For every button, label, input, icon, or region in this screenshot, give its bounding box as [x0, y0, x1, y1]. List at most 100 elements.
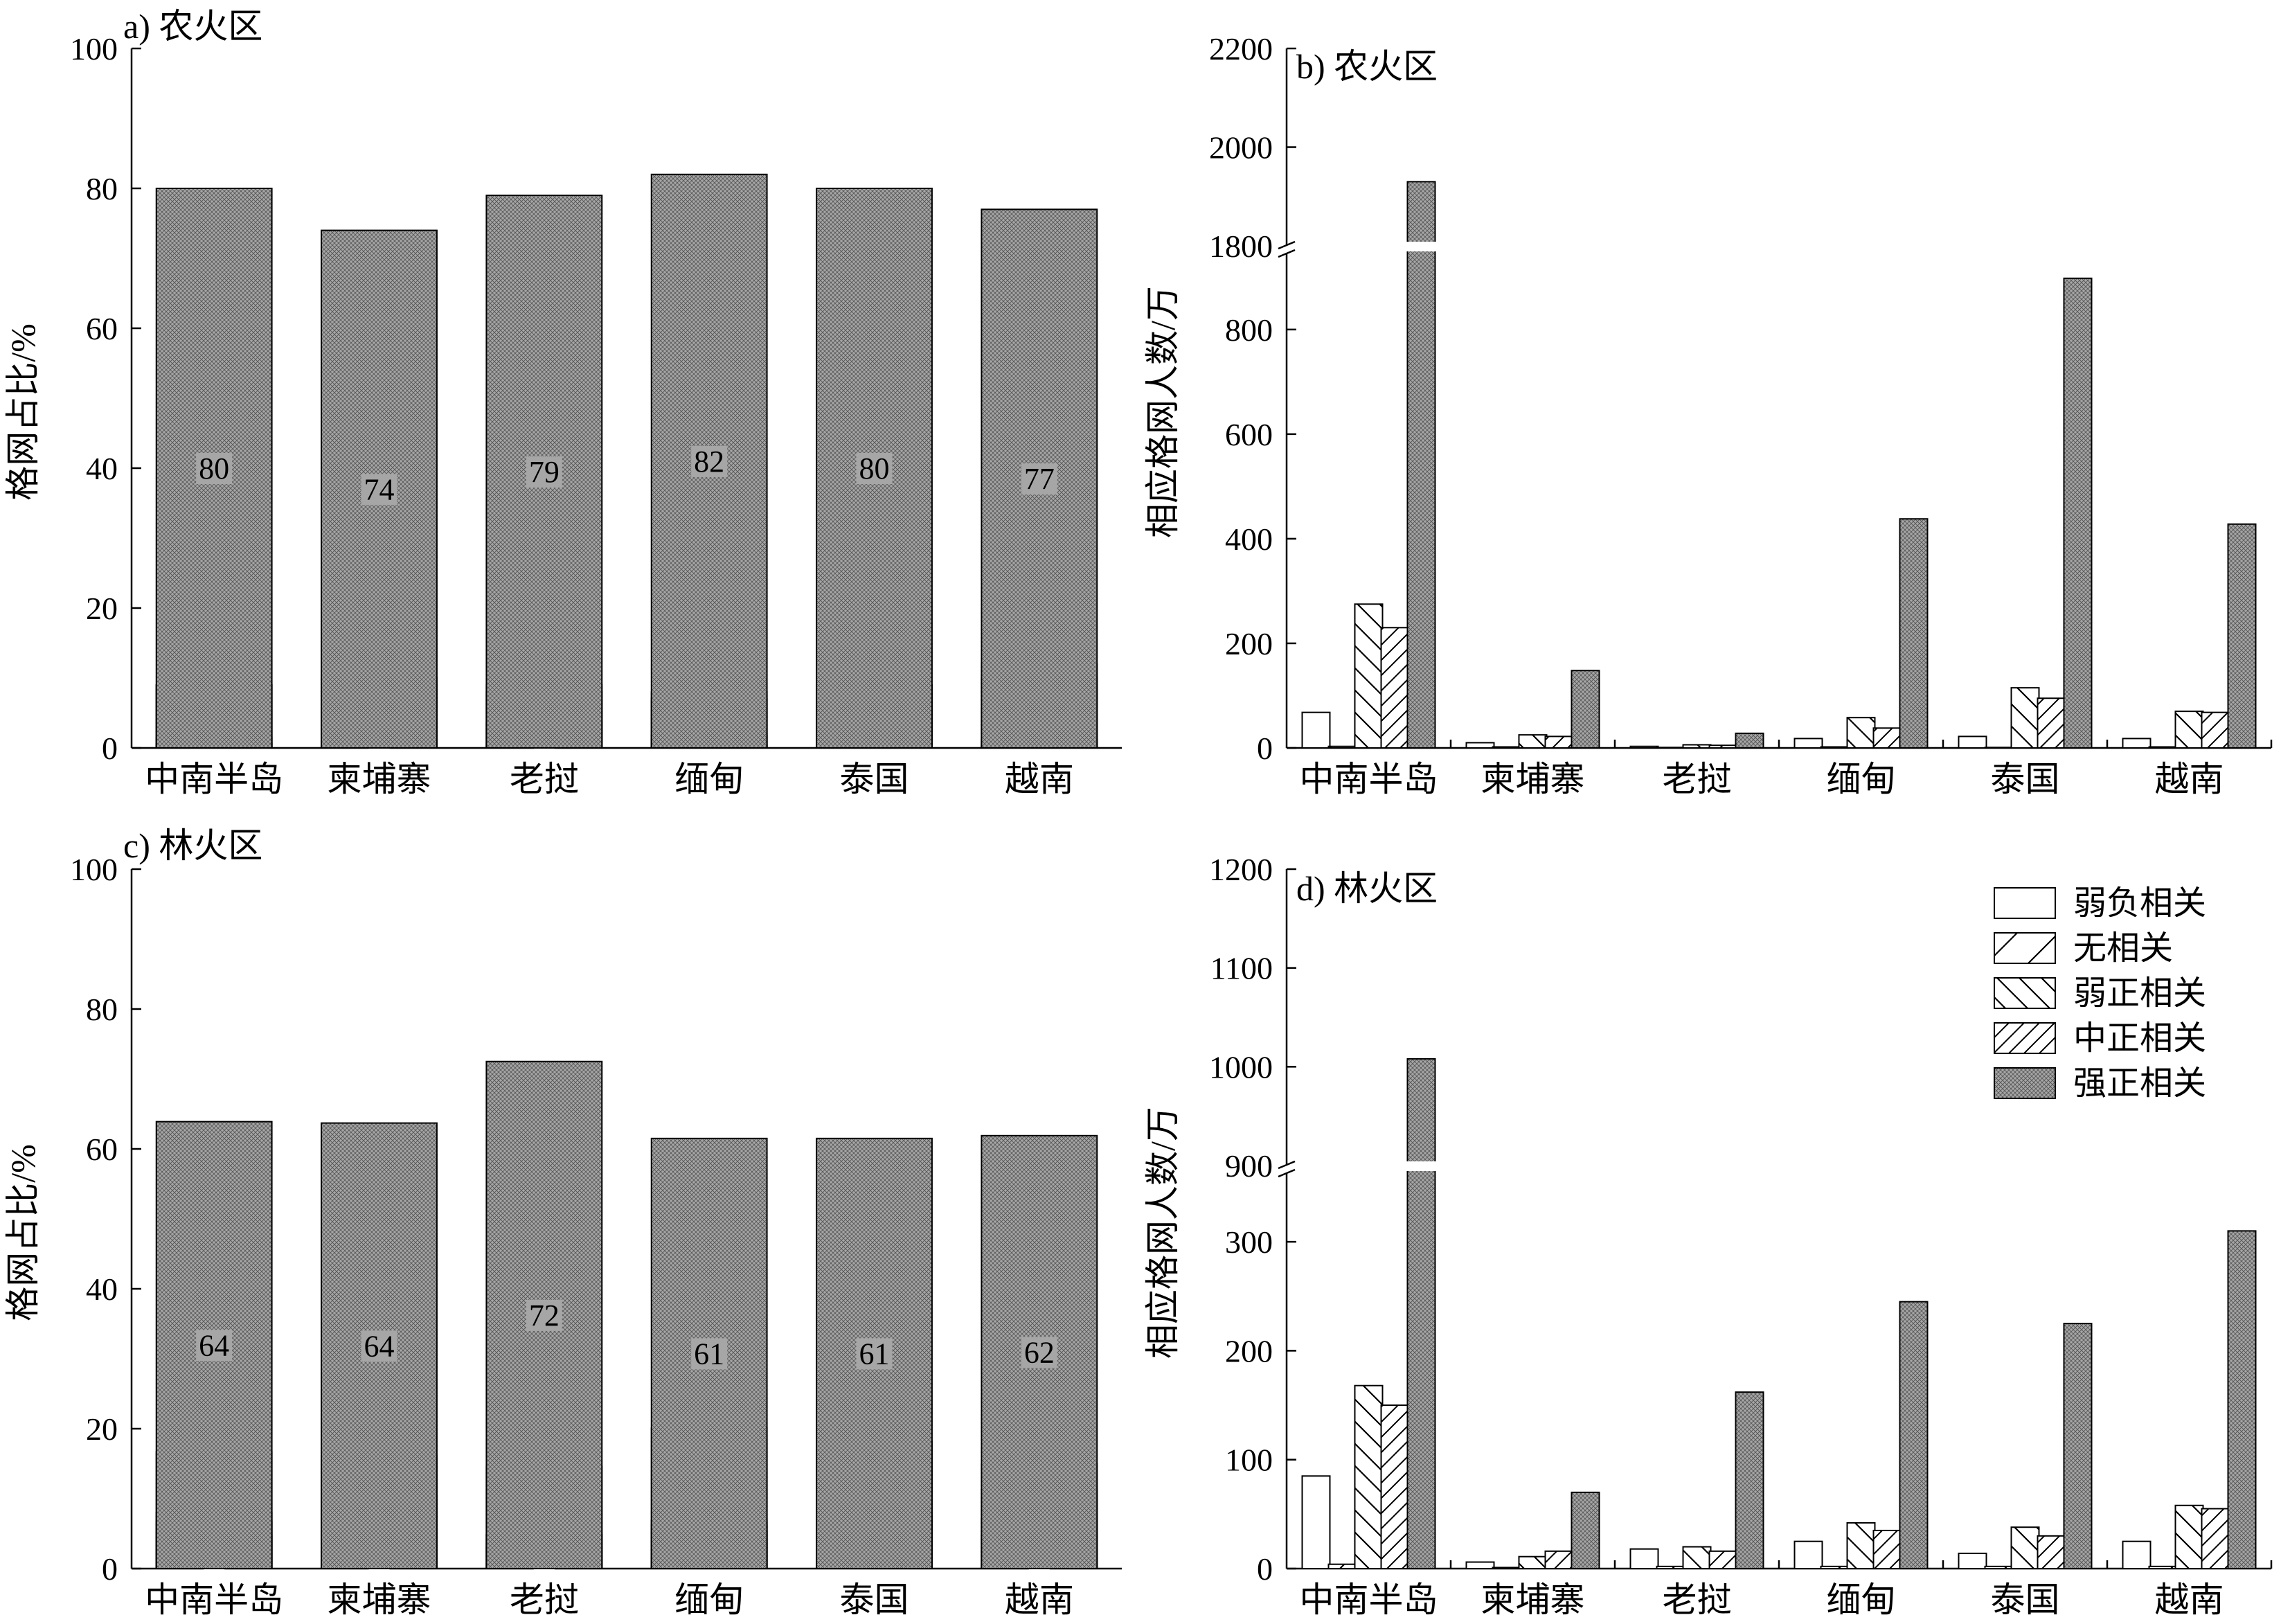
bar: [1406, 1058, 1436, 1570]
category-label: 越南: [2155, 760, 2224, 798]
segment-label: 64: [199, 1328, 229, 1362]
legend-swatch: [1994, 932, 2056, 964]
bar: [2201, 1508, 2230, 1570]
y-tick-label: 1200: [1209, 852, 1273, 887]
category-label: 缅甸: [1827, 1580, 1896, 1619]
bar: [1899, 1301, 1929, 1569]
panel-b-ylabel: 相应格网人数/万: [1143, 286, 1182, 538]
segment-label: 77: [1024, 462, 1055, 496]
category-label: 缅甸: [674, 1580, 744, 1619]
legend-swatch: [1994, 1022, 2056, 1054]
bar: [1984, 1565, 2014, 1569]
bar: [2037, 697, 2066, 749]
bar: [1820, 1565, 1850, 1569]
segment-label: 82: [694, 445, 724, 479]
panel-a-stacked-chart: a) 农火区 格网占比/% 020406080100中南半岛9980柬埔寨491…: [3, 7, 1122, 798]
segment-label: 61: [694, 1337, 724, 1371]
panel-a-ylabel: 格网占比/%: [3, 323, 42, 501]
segment-label: 74: [364, 472, 395, 506]
bar: [1301, 1475, 1331, 1570]
y-tick-label: 200: [1225, 1333, 1273, 1368]
legend-swatch: [1994, 887, 2056, 919]
category-label: 越南: [1005, 1580, 1074, 1619]
bar: [1354, 1384, 1384, 1570]
bar: [1846, 1522, 1876, 1569]
bar: [1327, 1563, 1357, 1569]
bar: [1984, 747, 2014, 749]
y-tick-label: 0: [1257, 731, 1273, 766]
y-tick-label: 100: [1225, 1443, 1273, 1478]
label-background: [361, 1330, 397, 1362]
legend-swatch: [1994, 977, 2056, 1009]
category-label: 老挝: [1663, 1580, 1732, 1619]
label-background: [1021, 463, 1057, 495]
category-label: 泰国: [1991, 760, 2060, 798]
bar: [1629, 1548, 1659, 1570]
segment-label: 72: [529, 1299, 560, 1332]
category-label: 缅甸: [1827, 760, 1896, 798]
category-label: 泰国: [1991, 1580, 2060, 1619]
category-label: 柬埔寨: [328, 760, 431, 798]
bar: [1899, 518, 1929, 749]
category-label: 柬埔寨: [328, 1580, 431, 1619]
bar: [1380, 627, 1410, 749]
panel-b-grouped-chart: b) 农火区 相应格网人数/万 0 200 400 600 800 1800 2000 220…: [1143, 31, 2273, 798]
y-tick-label: 100: [70, 852, 118, 887]
label-background: [856, 1338, 893, 1370]
bar: [1301, 711, 1331, 749]
bar: [2010, 1526, 2040, 1570]
y-tick-label: 1800: [1209, 229, 1273, 264]
y-tick-label: 800: [1225, 312, 1273, 348]
bar: [1380, 1404, 1410, 1570]
bar: [1735, 1391, 1764, 1569]
bar: [1872, 727, 1902, 749]
label-background: [196, 1330, 233, 1362]
y-tick-label: 80: [86, 992, 118, 1027]
y-tick-label: 20: [86, 1411, 118, 1447]
bar: [1682, 744, 1712, 749]
axis-break-mark: [1278, 240, 1296, 250]
y-tick-label: 20: [86, 591, 118, 626]
y-tick-label: 1100: [1210, 951, 1273, 986]
segment-label: 64: [364, 1329, 395, 1363]
bar: [2010, 687, 2040, 749]
y-tick-label: 1000: [1209, 1049, 1273, 1085]
bar: [1544, 735, 1574, 749]
label-background: [691, 1338, 728, 1370]
legend-label: 中正相关: [2073, 1020, 2206, 1057]
axis-break-mark: [1278, 1160, 1296, 1170]
bar: [1872, 1529, 1902, 1570]
bar: [2174, 1504, 2204, 1570]
category-label: 老挝: [510, 760, 579, 798]
y-tick-label: 60: [86, 311, 118, 346]
label-background: [526, 1299, 562, 1331]
bar: [1682, 1546, 1712, 1569]
y-tick-label: 100: [70, 31, 118, 66]
axis-break-mark: [1278, 249, 1296, 258]
bar: [1571, 1491, 1600, 1569]
bar: [2227, 523, 2257, 749]
segment-label: 80: [859, 452, 890, 485]
segment-label: 62: [1024, 1335, 1055, 1369]
category-label: 中南半岛: [1300, 1580, 1438, 1619]
bar: [1518, 1555, 1548, 1569]
category-label: 缅甸: [674, 760, 744, 798]
legend-swatch: [1994, 1067, 2056, 1099]
legend-label: 强正相关: [2073, 1065, 2206, 1102]
legend-label: 弱负相关: [2073, 885, 2206, 922]
bar-break-gap: [1405, 1161, 1438, 1171]
bar: [2037, 1535, 2066, 1569]
category-label: 柬埔寨: [1481, 760, 1585, 798]
bar: [1571, 670, 1600, 749]
bar-break-gap: [1405, 242, 1438, 251]
panel-c-stacked-chart: c) 林火区 格网占比/% 020406080100中南半岛5177864柬埔寨…: [3, 826, 1122, 1619]
segment-label: 61: [859, 1337, 890, 1371]
category-label: 老挝: [510, 1580, 579, 1619]
bar: [2063, 1323, 2093, 1569]
y-tick-label: 0: [1257, 1551, 1273, 1587]
bar: [2174, 711, 2204, 749]
bar: [1354, 603, 1384, 749]
bar: [1406, 181, 1436, 749]
